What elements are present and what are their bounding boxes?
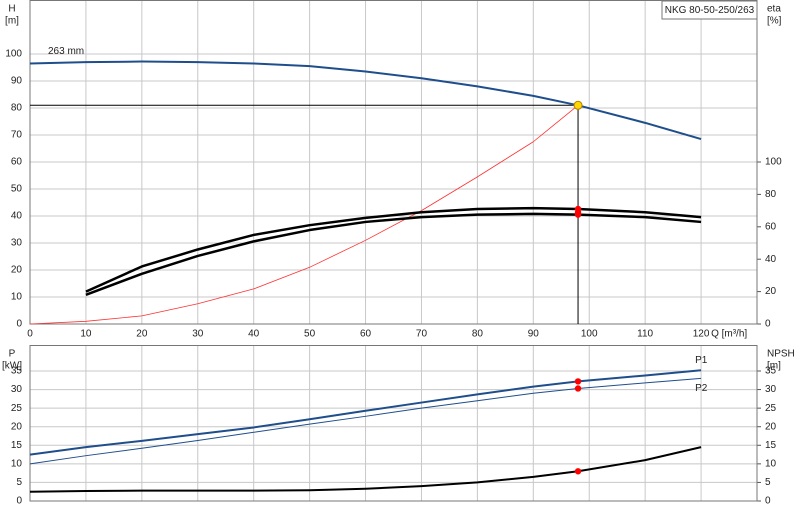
- y-tick-label: 30: [11, 384, 23, 395]
- x-tick-label: 40: [248, 329, 260, 340]
- y-tick-label: 10: [11, 458, 23, 469]
- plot-border: [29, 345, 758, 502]
- y-tick-label: 80: [11, 103, 23, 114]
- y-tick-label: 25: [11, 403, 23, 414]
- x-axis-label: Q [m³/h]: [711, 329, 747, 340]
- x-tick-label: 50: [304, 329, 316, 340]
- y2-tick-label: 20: [765, 421, 777, 432]
- y-axis-label: H: [8, 4, 15, 15]
- y2-tick-label: 25: [765, 403, 777, 414]
- y-tick-label: 0: [16, 319, 22, 330]
- y2-tick-label: 15: [765, 440, 777, 451]
- operating-marker: [574, 211, 582, 218]
- x-tick-label: 60: [360, 329, 372, 340]
- plot-border: [29, 0, 758, 325]
- y-tick-label: 60: [11, 157, 23, 168]
- y-tick-label: 5: [16, 477, 22, 488]
- x-tick-label: 110: [637, 329, 653, 340]
- x-tick-label: 0: [27, 329, 33, 340]
- y-tick-label: 0: [16, 496, 22, 507]
- y2-tick-label: 30: [765, 384, 777, 395]
- y-tick-label: 70: [11, 130, 23, 141]
- curve-label: 263 mm: [48, 46, 84, 57]
- y2-tick-label: 0: [765, 319, 771, 330]
- y-tick-label: 50: [11, 184, 23, 195]
- y2-tick-label: 0: [765, 496, 771, 507]
- y2-axis-label: eta: [767, 4, 781, 15]
- x-tick-label: 80: [472, 329, 484, 340]
- y2-tick-label: 80: [765, 189, 777, 200]
- operating-marker: [574, 468, 582, 475]
- plot-area: [30, 345, 757, 501]
- y2-tick-label: 10: [765, 458, 777, 469]
- y2-tick-label: 5: [765, 477, 771, 488]
- x-tick-label: 30: [192, 329, 204, 340]
- y-axis-unit: [m]: [5, 16, 19, 27]
- operating-marker: [574, 385, 582, 392]
- curve: [29, 104, 579, 325]
- curve: [85, 212, 702, 297]
- y-tick-label: 10: [11, 292, 23, 303]
- curve-label: P1: [695, 355, 708, 366]
- y-tick-label: 35: [11, 366, 23, 377]
- y-tick-label: 90: [11, 76, 23, 87]
- y2-axis-label: NPSH: [767, 349, 795, 360]
- y2-tick-label: 60: [765, 221, 777, 232]
- y-tick-label: 20: [11, 421, 23, 432]
- x-tick-label: 100: [581, 329, 598, 340]
- y2-tick-label: 100: [765, 157, 782, 168]
- y-tick-label: 20: [11, 265, 23, 276]
- y2-tick-label: 20: [765, 286, 777, 297]
- curve: [85, 206, 702, 293]
- y-tick-label: 100: [5, 49, 22, 60]
- y2-axis-unit: [%]: [767, 16, 782, 27]
- x-tick-label: 20: [136, 329, 148, 340]
- y-axis-label: P: [9, 349, 16, 360]
- y-tick-label: 40: [11, 211, 23, 222]
- title-box: [661, 0, 758, 20]
- y-tick-label: 15: [11, 440, 23, 451]
- operating-marker: [574, 378, 582, 385]
- y2-axis-unit: [m]: [767, 361, 781, 372]
- x-tick-label: 10: [80, 329, 92, 340]
- chart-title: NKG 80-50-250/263: [665, 5, 755, 16]
- curve-label: P2: [695, 383, 708, 394]
- x-tick-label: 120: [693, 329, 710, 340]
- y2-tick-label: 40: [765, 254, 777, 265]
- x-tick-label: 70: [416, 329, 428, 340]
- y2-tick-label: 35: [765, 366, 777, 377]
- y-tick-label: 30: [11, 238, 23, 249]
- y-axis-unit: [kW]: [2, 361, 22, 372]
- x-tick-label: 90: [528, 329, 540, 340]
- duty-point: [573, 100, 583, 110]
